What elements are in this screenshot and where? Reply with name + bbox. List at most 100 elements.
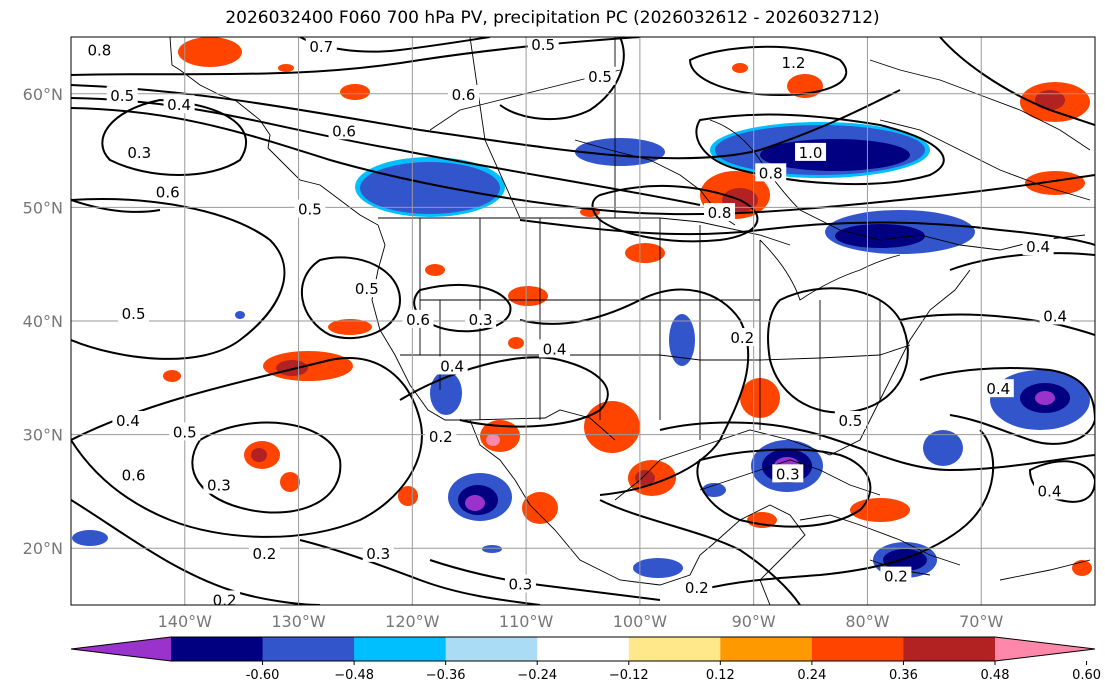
colorbar-tick-label: 0.12	[706, 668, 735, 683]
contour-label-bg	[527, 37, 559, 53]
longitude-tick-labels: 140°W 130°W 120°W 110°W 100°W 90°W 80°W 70°W	[158, 612, 1004, 631]
contour-label: 0.4	[436, 356, 468, 375]
contour-label-text: 0.2	[252, 545, 276, 563]
contour-label-bg	[118, 465, 150, 484]
contour-label: 0.5	[106, 86, 138, 105]
lat-tick-label: 50°N	[23, 198, 63, 217]
contour-label-text: 1.2	[782, 54, 806, 72]
contour-label-bg	[203, 475, 235, 494]
contour-label: 0.3	[203, 475, 235, 495]
contour-label-text: 0.5	[173, 423, 197, 441]
colorbar-tick-label: 0.24	[797, 668, 826, 683]
colorbar-tick-labels: -0.60 −0.48 −0.36 −0.24 −0.12 0.12 0.24 0.36 0.4…	[246, 661, 1101, 683]
contour-label-bg	[795, 142, 827, 161]
contour-label-bg	[112, 410, 144, 429]
lon-tick-label: 130°W	[271, 612, 326, 631]
colorbar-tick-label: −0.36	[426, 668, 466, 683]
contour-label-bg	[351, 279, 383, 298]
contour-label: 0.5	[169, 422, 201, 441]
colorbar-tick-label: 0.36	[889, 668, 918, 683]
contour-label: 0.4	[112, 410, 144, 430]
colorbar-tick-label: 0.60	[1072, 668, 1101, 683]
lat-lon-grid	[71, 37, 1095, 605]
contour-label-bg	[209, 590, 241, 605]
contour-label-text: 0.6	[332, 122, 356, 140]
colorbar-tick-label: 0.48	[981, 668, 1010, 683]
colorbar-segment	[903, 637, 996, 661]
contour-label-bg	[152, 182, 184, 201]
contour-label: 0.2	[681, 577, 713, 597]
colorbar	[70, 636, 1096, 662]
contour-label-text: 0.6	[452, 86, 476, 104]
colorbar-extend-high	[995, 637, 1095, 661]
contour-label: 0.3	[772, 464, 804, 483]
contour-label-text: 0.2	[730, 329, 754, 347]
lat-tick-label: 40°N	[23, 312, 63, 331]
contour-label-text: 0.3	[127, 144, 151, 162]
lon-tick-label: 80°W	[845, 612, 889, 631]
contour-label-text: 0.5	[531, 36, 555, 54]
contour-label-text: 0.4	[1026, 238, 1050, 256]
contour-label-text: 0.4	[543, 340, 567, 358]
contour-label: 0.2	[425, 426, 457, 446]
colorbar-tick-label: −0.12	[609, 668, 649, 683]
contour-label-text: 0.6	[156, 184, 180, 202]
contour-label-text: 0.3	[366, 545, 390, 563]
contour-label-text: 0.4	[116, 412, 140, 430]
contour-label: 0.6	[402, 309, 434, 329]
contour-label: 0.8	[83, 40, 115, 60]
contour-label-text: 0.5	[298, 201, 322, 219]
contour-label-bg	[123, 142, 155, 161]
contour-label-bg	[83, 40, 115, 59]
contour-label-text: 0.2	[884, 568, 908, 586]
contour-label: 0.6	[118, 465, 150, 484]
colorbar-tick-label: −0.24	[517, 668, 557, 683]
contour-label-bg	[163, 95, 195, 114]
contour-label-bg	[834, 410, 866, 429]
contour-label: 0.8	[704, 203, 736, 222]
contour-label: 0.2	[248, 543, 280, 563]
colorbar-segment	[354, 637, 447, 661]
contour-label: 0.5	[584, 66, 616, 86]
contour-label-bg	[584, 66, 616, 85]
lon-tick-label: 70°W	[959, 612, 1003, 631]
plot-frame	[70, 36, 1096, 606]
contour-label-text: 0.4	[167, 96, 191, 114]
contour-label-bg	[425, 426, 457, 445]
contour-label-bg	[465, 309, 497, 328]
contour-label-text: 1.0	[799, 144, 823, 162]
contour-label: 1.0	[795, 142, 827, 162]
contour-label: 0.4	[539, 339, 571, 358]
lat-tick-label: 20°N	[23, 539, 63, 558]
contour-label: 0.8	[755, 163, 787, 182]
contour-label-bg	[436, 356, 468, 375]
contour-label-bg	[305, 37, 337, 56]
contour-label-bg	[294, 199, 326, 218]
contour-label-text: 0.2	[429, 428, 453, 446]
contour-label-bg	[118, 304, 150, 323]
contour-label-bg	[704, 203, 736, 222]
contour-label-text: 0.3	[207, 477, 231, 495]
contour-label: 0.4	[1033, 481, 1065, 500]
contour-label-text: 0.2	[685, 579, 709, 597]
contour-label: 0.3	[362, 543, 394, 563]
contour-label-text: 0.4	[986, 380, 1010, 398]
colorbar-tick-label: −0.48	[334, 668, 374, 683]
contour-label-bg	[772, 464, 804, 483]
contour-label-text: 0.4	[1038, 482, 1062, 500]
lon-tick-label: 120°W	[385, 612, 440, 631]
contour-label: 0.5	[294, 199, 326, 219]
contour-label-text: 0.5	[122, 305, 146, 323]
lon-tick-label: 100°W	[613, 612, 668, 631]
contour-label-text: 0.5	[110, 87, 134, 105]
contour-label-text: 0.8	[88, 42, 112, 60]
contour-label-bg	[169, 422, 201, 441]
contour-label-text: 0.6	[406, 311, 430, 329]
contour-label-bg	[106, 86, 138, 105]
contour-label-text: 0.5	[355, 280, 379, 298]
contour-label: 0.4	[1039, 306, 1071, 325]
contour-label-bg	[402, 309, 434, 328]
map-title: 2026032400 F060 700 hPa PV, precipitatio…	[225, 8, 880, 28]
contour-label: 0.5	[351, 279, 383, 298]
contour-label: 0.4	[982, 379, 1014, 398]
